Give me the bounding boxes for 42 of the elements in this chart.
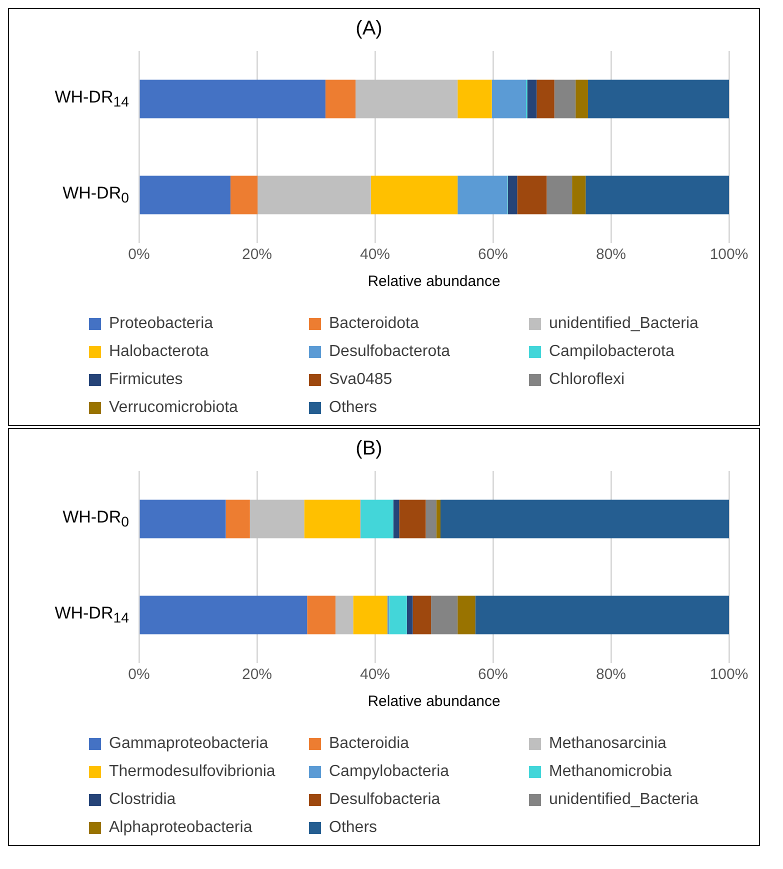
legend-label: Bacteroidota xyxy=(329,315,419,333)
x-tick-label: 60% xyxy=(478,246,508,264)
x-tick-label: 40% xyxy=(360,666,390,684)
legend-label: Firmicutes xyxy=(109,371,183,389)
legend-label: Methanomicrobia xyxy=(549,763,672,781)
legend-label: Desulfobacteria xyxy=(329,791,440,809)
x-tick-label: 80% xyxy=(596,246,626,264)
x-tick-label: 60% xyxy=(478,666,508,684)
legend-label: Thermodesulfovibrionia xyxy=(109,763,276,781)
x-axis-title: Relative abundance xyxy=(368,273,500,290)
legend-label: Campilobacterota xyxy=(549,343,674,361)
x-tick-label: 80% xyxy=(596,666,626,684)
x-tick-label: 40% xyxy=(360,246,390,264)
y-tick-label: WH-DR$_{14}$ xyxy=(54,87,129,111)
legend-label: Verrucomicrobiota xyxy=(109,399,238,417)
legend-label: Gammaproteobacteria xyxy=(109,735,268,753)
chart-title: (A) xyxy=(356,18,382,40)
y-tick-label: WH-DR$_{14}$ xyxy=(54,603,129,627)
legend-label: Clostridia xyxy=(109,791,176,809)
x-tick-label: 100% xyxy=(710,246,748,264)
y-tick-label: WH-DR$_{0}$ xyxy=(62,183,129,207)
legend-label: Proteobacteria xyxy=(109,315,214,333)
legend-label: Bacteroidia xyxy=(329,735,410,753)
legend-label: Others xyxy=(329,399,378,417)
x-tick-label: 0% xyxy=(128,666,150,684)
y-tick-label: WH-DR$_{0}$ xyxy=(62,507,129,531)
legend-label: unidentified_Bacteria xyxy=(549,315,698,333)
x-tick-label: 20% xyxy=(242,246,272,264)
legend-label: Halobacterota xyxy=(109,343,209,361)
legend-label: Others xyxy=(329,819,378,837)
x-axis-title: Relative abundance xyxy=(368,693,500,710)
chart-title: (B) xyxy=(356,438,382,460)
legend-label: Campylobacteria xyxy=(329,763,450,781)
legend-label: Alphaproteobacteria xyxy=(109,819,252,837)
x-tick-label: 20% xyxy=(242,666,272,684)
legend-label: Sva0485 xyxy=(329,371,392,389)
x-tick-label: 100% xyxy=(710,666,748,684)
legend-label: Desulfobacterota xyxy=(329,343,450,361)
x-tick-label: 0% xyxy=(128,246,150,264)
legend-label: Chloroflexi xyxy=(549,371,625,389)
legend-label: unidentified_Bacteria xyxy=(549,791,698,809)
legend-label: Methanosarcinia xyxy=(549,735,666,753)
